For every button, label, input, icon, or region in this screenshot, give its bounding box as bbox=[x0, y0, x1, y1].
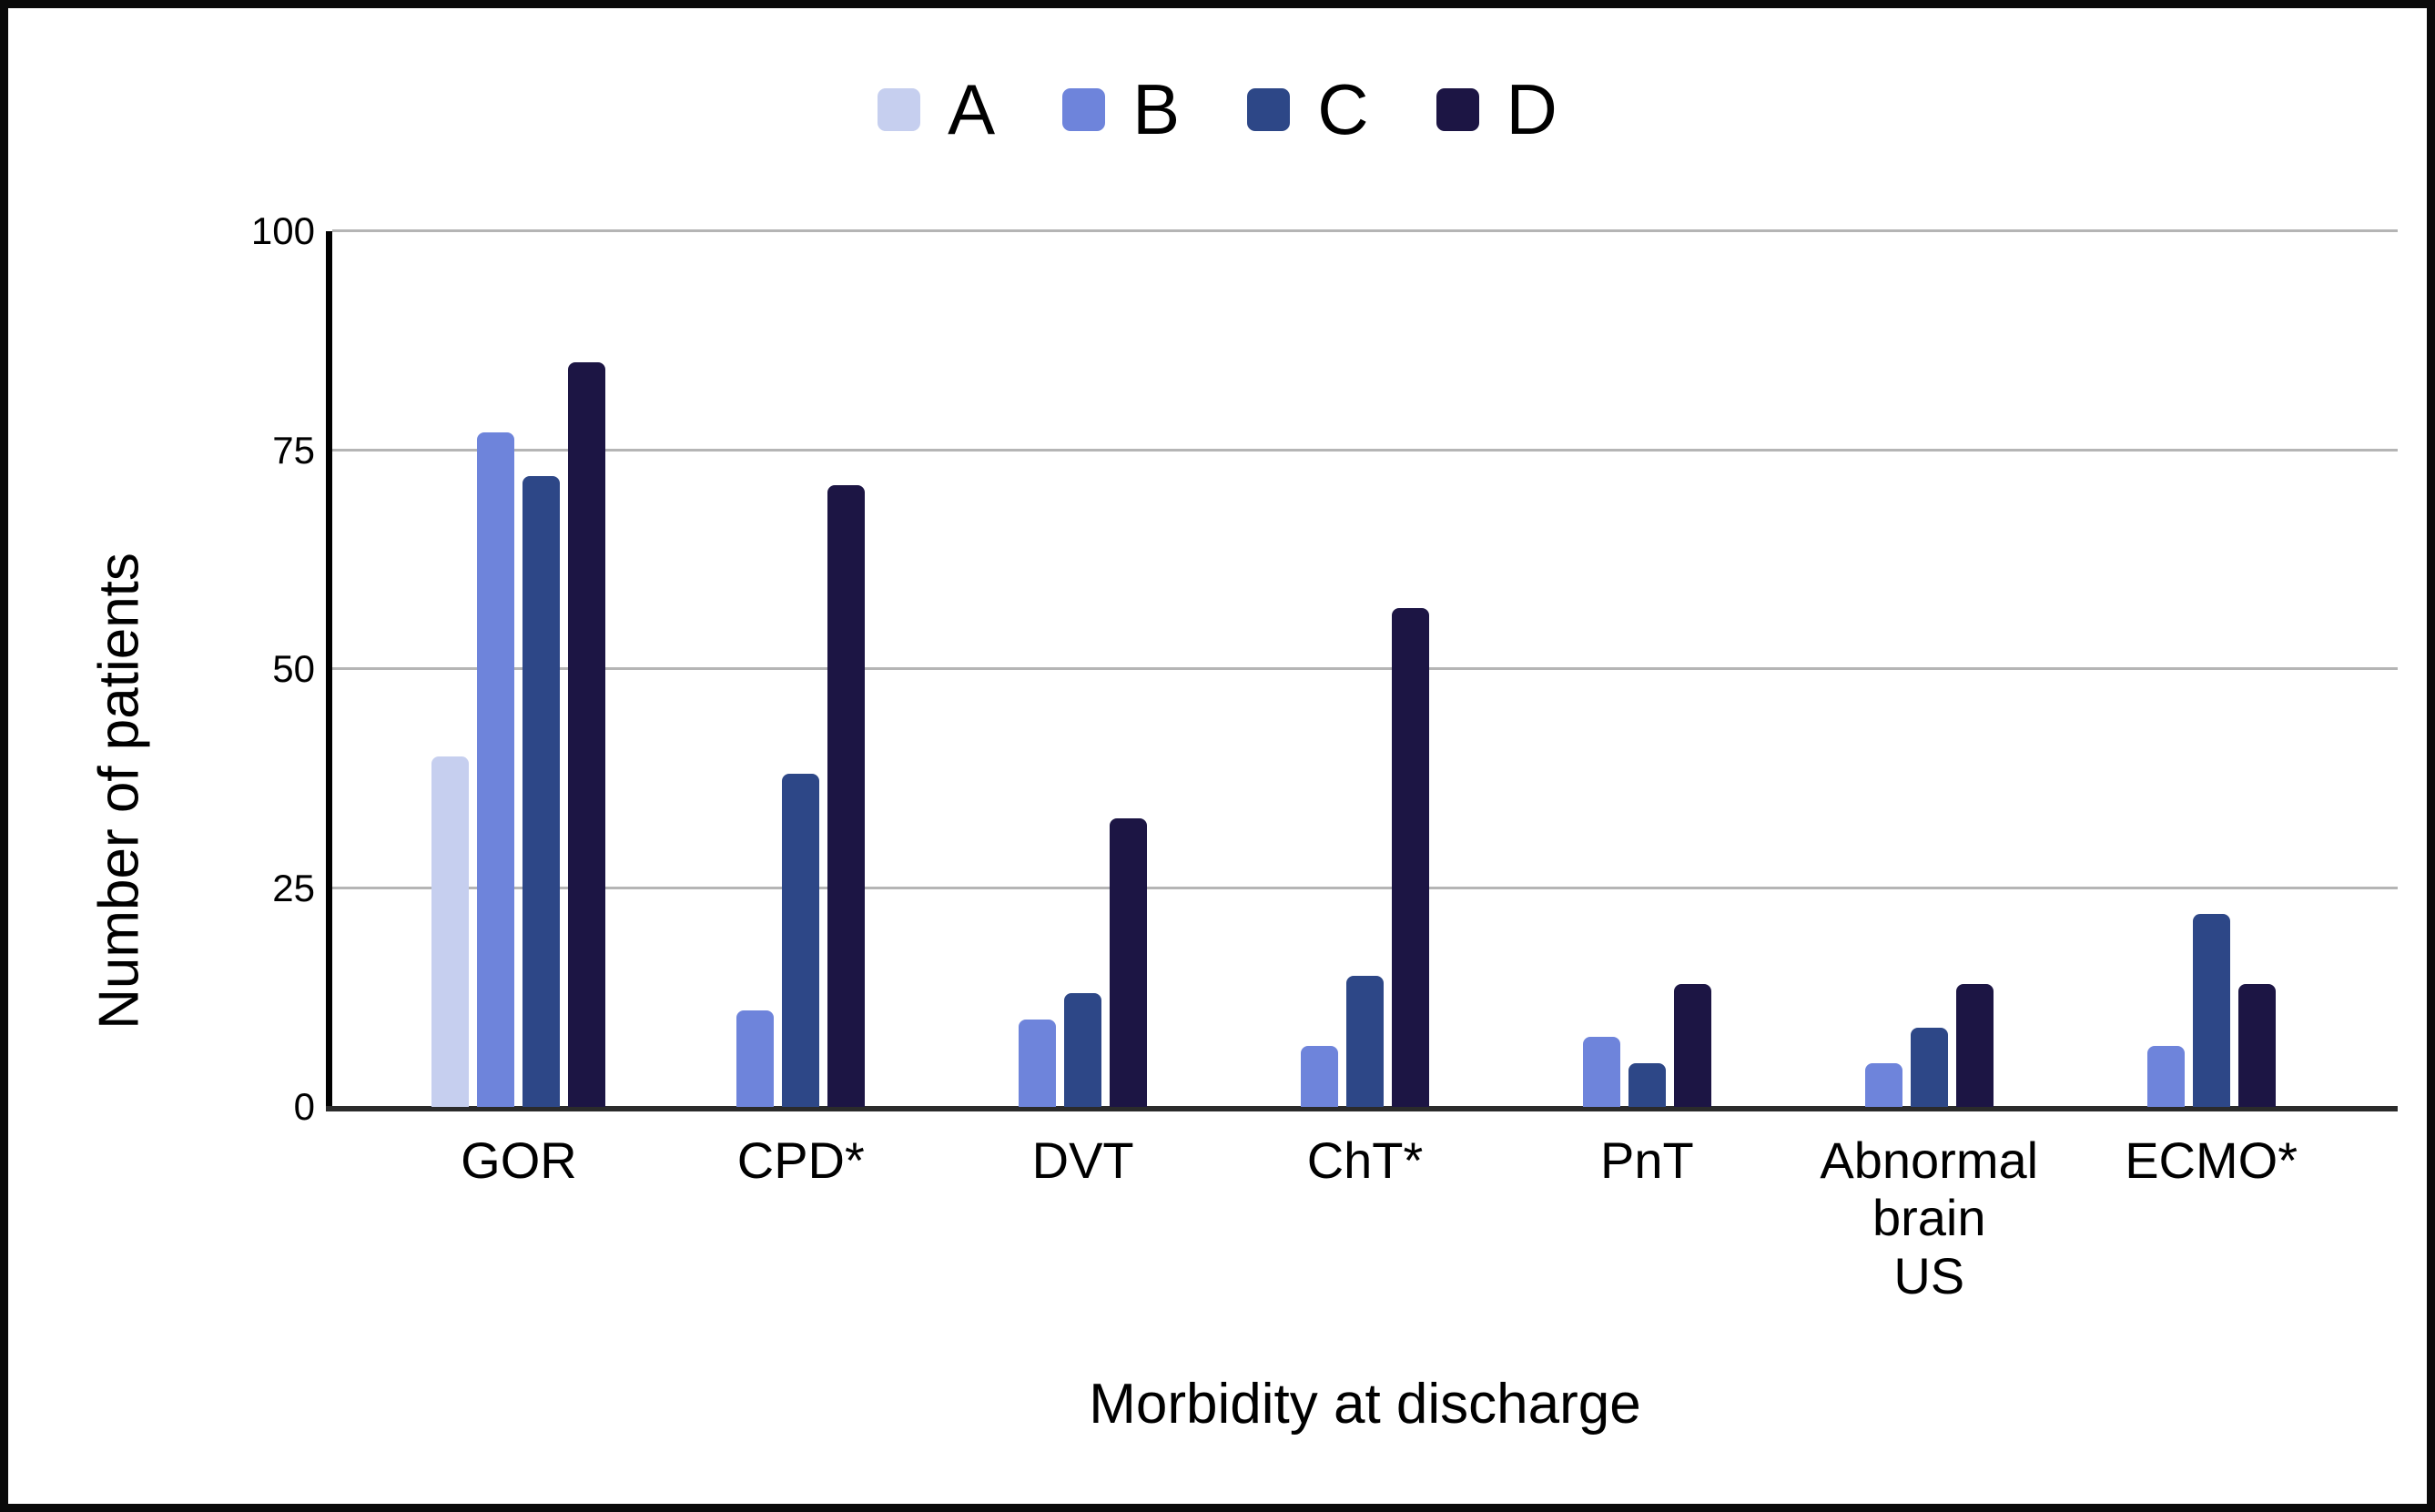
legend-swatch-b bbox=[1062, 87, 1106, 131]
legend-item-d: D bbox=[1436, 74, 1557, 145]
y-tick-100: 100 bbox=[250, 209, 315, 252]
legend-item-c: C bbox=[1247, 69, 1369, 149]
bar-group-ecmo bbox=[2070, 231, 2352, 1107]
bar-d-pnt bbox=[1673, 984, 1711, 1107]
y-tick-0: 0 bbox=[293, 1085, 315, 1128]
bar-c-cpd bbox=[782, 774, 820, 1107]
bar-d-ecmo bbox=[2237, 984, 2276, 1107]
bar-c-gor bbox=[523, 476, 561, 1107]
bar-group-cht bbox=[1224, 231, 1507, 1107]
x-category-abnormal-brain-us: Abnormal brain US bbox=[1820, 1131, 2039, 1304]
legend-label-d: D bbox=[1506, 69, 1557, 149]
bar-c-cht bbox=[1346, 976, 1384, 1107]
x-category-dvt: DVT bbox=[1031, 1131, 1134, 1189]
x-category-gor: GOR bbox=[461, 1131, 577, 1189]
x-category-cpd: CPD* bbox=[736, 1131, 865, 1189]
bar-d-dvt bbox=[1110, 818, 1148, 1107]
bar-group-dvt bbox=[942, 231, 1224, 1107]
y-tick-75: 75 bbox=[272, 428, 315, 472]
bar-group-cpd bbox=[660, 231, 942, 1107]
bar-b-gor bbox=[477, 432, 515, 1107]
legend-label-a: A bbox=[948, 69, 996, 149]
legend-swatch-c bbox=[1247, 87, 1291, 131]
legend-swatch-d bbox=[1436, 87, 1479, 131]
x-category-cht: ChT* bbox=[1306, 1131, 1424, 1189]
y-tick-50: 50 bbox=[272, 647, 315, 690]
bar-group-pnt bbox=[1506, 231, 1788, 1107]
bar-b-ecmo bbox=[2146, 1046, 2185, 1107]
bar-b-dvt bbox=[1019, 1020, 1057, 1107]
bar-c-ecmo bbox=[2192, 914, 2230, 1107]
legend-label-b: B bbox=[1132, 69, 1181, 149]
x-category-ecmo: ECMO* bbox=[2125, 1131, 2298, 1189]
y-axis-title: Number of patients bbox=[87, 553, 151, 1030]
legend-swatch-a bbox=[878, 87, 921, 131]
bar-c-dvt bbox=[1064, 993, 1102, 1107]
legend-label-c: C bbox=[1317, 69, 1369, 149]
bar-a-gor bbox=[431, 756, 470, 1107]
bar-b-cpd bbox=[736, 1010, 775, 1107]
bar-b-pnt bbox=[1582, 1037, 1620, 1107]
y-tick-25: 25 bbox=[272, 866, 315, 909]
bar-d-cpd bbox=[827, 485, 866, 1107]
bar-b-abnormal-brain-us bbox=[1864, 1063, 1902, 1107]
bar-c-abnormal-brain-us bbox=[1910, 1028, 1948, 1107]
legend-item-a: A bbox=[878, 74, 995, 145]
x-category-labels: GOR CPD* DVT ChT* PnT Abnormal brain US ECMO* bbox=[378, 1131, 2352, 1304]
y-axis-line bbox=[326, 231, 332, 1111]
gridline-75 bbox=[332, 448, 2398, 452]
bar-group-abnormal-brain-us bbox=[1788, 231, 2070, 1107]
gridline-50 bbox=[332, 667, 2398, 670]
bar-groups bbox=[378, 231, 2352, 1107]
bar-group-gor bbox=[378, 231, 660, 1107]
plot-area bbox=[326, 229, 2398, 1111]
y-tick-labels: 0 25 50 75 100 bbox=[145, 209, 315, 1128]
bar-b-cht bbox=[1301, 1046, 1338, 1107]
legend-item-b: B bbox=[1062, 74, 1180, 145]
bar-d-cht bbox=[1392, 608, 1429, 1107]
x-axis-title: Morbidity at discharge bbox=[1089, 1373, 1641, 1436]
bar-d-abnormal-brain-us bbox=[1955, 984, 1994, 1107]
bar-d-gor bbox=[568, 362, 606, 1107]
x-category-pnt: PnT bbox=[1600, 1131, 1694, 1189]
bar-c-pnt bbox=[1628, 1063, 1666, 1107]
x-axis-baseline bbox=[326, 1106, 2398, 1111]
gridline-100 bbox=[332, 229, 2398, 232]
gridline-25 bbox=[332, 886, 2398, 889]
